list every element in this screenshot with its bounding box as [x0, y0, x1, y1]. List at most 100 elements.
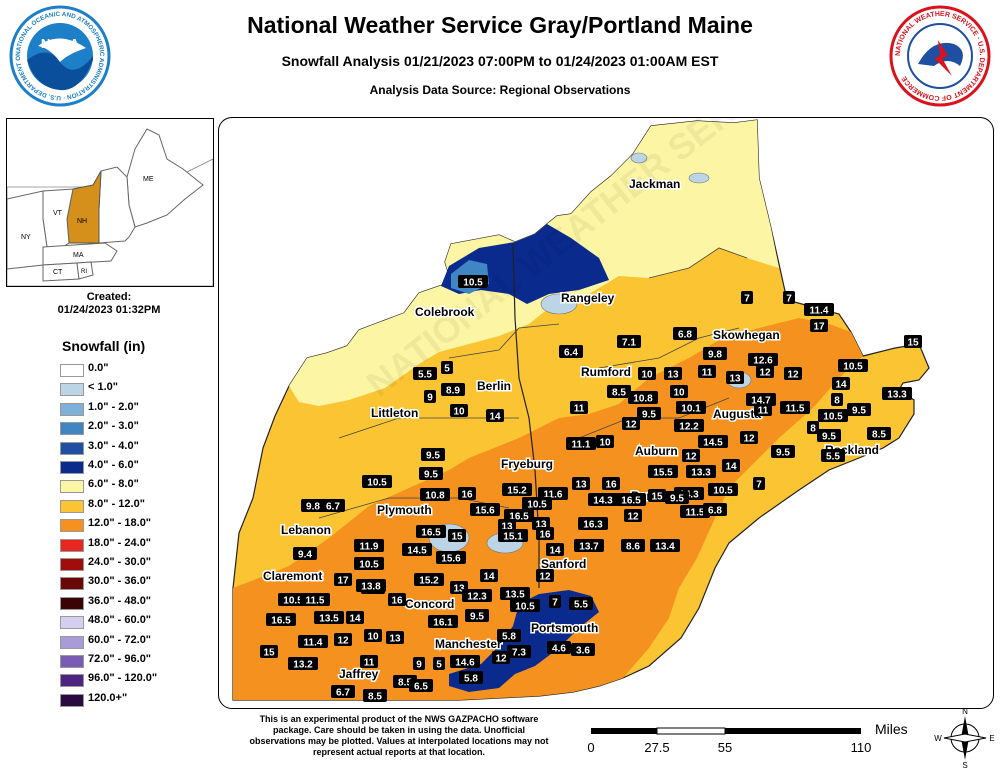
legend-label: 48.0" - 60.0" — [88, 614, 152, 627]
city-label: Littleton — [371, 406, 418, 420]
snowfall-value: 9.5 — [771, 445, 795, 459]
legend-label: 1.0" - 2.0" — [88, 400, 139, 413]
svg-text:10.5: 10.5 — [527, 500, 547, 511]
snowfall-value: 12.3 — [462, 589, 492, 603]
snowfall-value: 12 — [740, 431, 758, 445]
svg-text:16: 16 — [461, 490, 473, 501]
svg-text:6.7: 6.7 — [336, 688, 350, 699]
svg-text:10.5: 10.5 — [843, 362, 863, 373]
snowfall-value: 5.5 — [569, 597, 593, 611]
snowfall-value: 10.8 — [420, 488, 450, 502]
snowfall-value: 9.8 — [703, 347, 727, 361]
svg-text:14.7: 14.7 — [751, 396, 771, 407]
svg-text:14.6: 14.6 — [455, 658, 475, 669]
legend-title: Snowfall (in) — [62, 338, 146, 354]
snowfall-value: 8.6 — [621, 539, 645, 553]
snowfall-value: 13.3 — [882, 387, 912, 401]
svg-text:15: 15 — [451, 532, 463, 543]
created-value: 01/24/2023 01:32PM — [57, 304, 161, 316]
legend-swatch — [60, 616, 84, 630]
snowfall-value: 12 — [682, 449, 700, 463]
svg-text:16.5: 16.5 — [271, 616, 291, 627]
city-label: Claremont — [263, 569, 322, 583]
snowfall-value: 16 — [458, 487, 476, 501]
svg-text:16.5: 16.5 — [421, 528, 441, 539]
svg-text:12: 12 — [759, 368, 771, 379]
svg-text:10.5: 10.5 — [359, 560, 379, 571]
created-stamp: Created: 01/24/2023 01:32PM — [6, 291, 212, 317]
svg-text:16.3: 16.3 — [583, 520, 603, 531]
svg-text:13: 13 — [535, 520, 547, 531]
city-label: Fryeburg — [501, 457, 553, 471]
snowfall-value: 15 — [260, 645, 278, 659]
snowfall-value: 4.6 — [547, 641, 571, 655]
inset-label-ri: RI — [81, 269, 87, 275]
snowfall-value: 12 — [536, 569, 554, 583]
svg-text:5.8: 5.8 — [464, 674, 478, 685]
snowfall-value: 5.8 — [497, 629, 521, 643]
svg-text:14: 14 — [349, 614, 361, 625]
svg-text:11.5: 11.5 — [306, 596, 325, 607]
map-frame: NATIONAL WEATHER SERVICE · U.S. DEPARTME… — [218, 117, 994, 709]
snowfall-value: 9.5 — [419, 467, 443, 481]
svg-text:8.5: 8.5 — [368, 692, 382, 703]
svg-text:8: 8 — [834, 396, 840, 407]
legend-swatch — [60, 693, 84, 707]
legend-swatch — [60, 402, 84, 416]
snowfall-value: 5 — [441, 361, 453, 375]
snowfall-value: 16.5 — [266, 613, 296, 627]
legend-label: 24.0" - 30.0" — [88, 556, 152, 568]
legend-swatch — [60, 635, 84, 649]
legend-label: 18.0" - 24.0" — [88, 536, 152, 549]
svg-text:10: 10 — [599, 438, 611, 449]
svg-text:11.4: 11.4 — [304, 638, 323, 649]
svg-text:W: W — [934, 734, 942, 743]
svg-text:16.1: 16.1 — [433, 618, 453, 629]
snowfall-map: NATIONAL WEATHER SERVICE · U.S. DEPARTME… — [232, 118, 993, 703]
legend-label: 96.0" - 120.0" — [88, 672, 158, 685]
svg-text:6.7: 6.7 — [326, 502, 340, 513]
snowfall-value: 14 — [346, 611, 364, 625]
snowfall-value: 11.5 — [300, 593, 330, 607]
snowfall-value: 16.5 — [616, 493, 646, 507]
svg-text:9.4: 9.4 — [298, 550, 312, 561]
svg-text:13.8: 13.8 — [361, 582, 381, 593]
snowfall-value: 8 — [831, 393, 843, 407]
svg-text:4.6: 4.6 — [552, 644, 566, 655]
snowfall-value: 16.3 — [578, 517, 608, 531]
snowfall-value: 16 — [536, 527, 554, 541]
svg-text:7: 7 — [756, 480, 762, 491]
svg-text:7: 7 — [552, 598, 558, 609]
snowfall-value: 10 — [596, 435, 614, 449]
scale-unit: Miles — [875, 722, 908, 737]
legend-swatch — [60, 674, 84, 688]
snowfall-value: 3.6 — [571, 643, 595, 657]
snowfall-value: 11 — [754, 403, 772, 417]
snowfall-value: 13.5 — [314, 611, 344, 625]
svg-text:14: 14 — [489, 412, 501, 423]
city-label: Jackman — [629, 177, 680, 191]
snowfall-value: 9.5 — [465, 609, 489, 623]
svg-text:11.9: 11.9 — [360, 542, 379, 553]
snowfall-value: 12 — [624, 509, 642, 523]
snowfall-value: 11.5 — [780, 401, 810, 415]
snowfall-value: 10 — [364, 629, 382, 643]
legend-swatch — [60, 383, 84, 397]
svg-text:15.5: 15.5 — [653, 468, 673, 479]
svg-text:17: 17 — [337, 576, 349, 587]
svg-text:15.6: 15.6 — [441, 554, 461, 565]
svg-text:7.1: 7.1 — [622, 338, 636, 349]
svg-text:13.5: 13.5 — [319, 614, 339, 625]
svg-text:15: 15 — [263, 648, 275, 659]
snowfall-value: 6.5 — [409, 679, 433, 693]
svg-text:13.7: 13.7 — [579, 542, 599, 553]
svg-text:11.6: 11.6 — [544, 490, 563, 501]
snowfall-value: 14 — [546, 543, 564, 557]
svg-text:8.5: 8.5 — [612, 388, 626, 399]
svg-text:10.8: 10.8 — [425, 491, 445, 502]
svg-text:16: 16 — [539, 530, 551, 541]
snowfall-value: 5.5 — [413, 367, 437, 381]
scale-tick-110: 110 — [851, 740, 872, 755]
snowfall-value: 9 — [413, 657, 425, 671]
snowfall-value: 10 — [638, 367, 656, 381]
